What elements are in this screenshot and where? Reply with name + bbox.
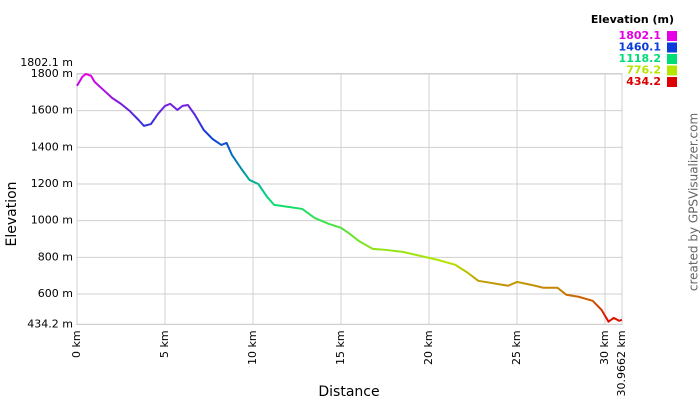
x-tick-label: 30 km xyxy=(598,330,611,365)
plot-area xyxy=(76,73,623,325)
y-tick-label: 600 m xyxy=(38,287,73,300)
legend-swatch xyxy=(667,42,677,53)
legend-label: 1460.1 xyxy=(619,41,661,54)
legend-label: 434.2 xyxy=(626,75,661,88)
legend-swatch xyxy=(667,65,677,76)
x-tick-label: 25 km xyxy=(510,330,523,365)
legend-title: Elevation (m) xyxy=(591,13,674,26)
legend-label: 1118.2 xyxy=(619,52,661,65)
y-axis-label: Elevation xyxy=(4,181,20,246)
y-tick-label: 1800 m xyxy=(31,67,73,80)
legend-swatch xyxy=(667,31,677,41)
y-tick-label: 800 m xyxy=(38,250,73,263)
x-axis-label: Distance xyxy=(318,384,379,400)
y-tick-label: 1400 m xyxy=(31,140,73,153)
y-tick-label: 1802.1 m xyxy=(20,56,73,69)
y-tick-label: 1000 m xyxy=(31,214,73,227)
x-tick-label: 5 km xyxy=(158,330,171,358)
y-tick-label: 1200 m xyxy=(31,177,73,190)
y-tick-label: 434.2 m xyxy=(27,317,73,330)
legend-label: 1802.1 xyxy=(619,29,661,42)
legend-swatch xyxy=(667,54,677,64)
credit: created by GPSVisualizer.com xyxy=(687,113,700,291)
x-tick-label: 10 km xyxy=(246,330,259,365)
elevation-line xyxy=(76,72,623,323)
y-tick-label: 1600 m xyxy=(31,104,73,117)
x-tick-label: 30.9662 km xyxy=(615,330,628,396)
x-tick-label: 0 km xyxy=(70,330,83,358)
legend-swatch xyxy=(667,77,677,87)
legend-label: 776.2 xyxy=(626,64,661,77)
x-tick-label: 15 km xyxy=(334,330,347,365)
x-tick-label: 20 km xyxy=(422,330,435,365)
